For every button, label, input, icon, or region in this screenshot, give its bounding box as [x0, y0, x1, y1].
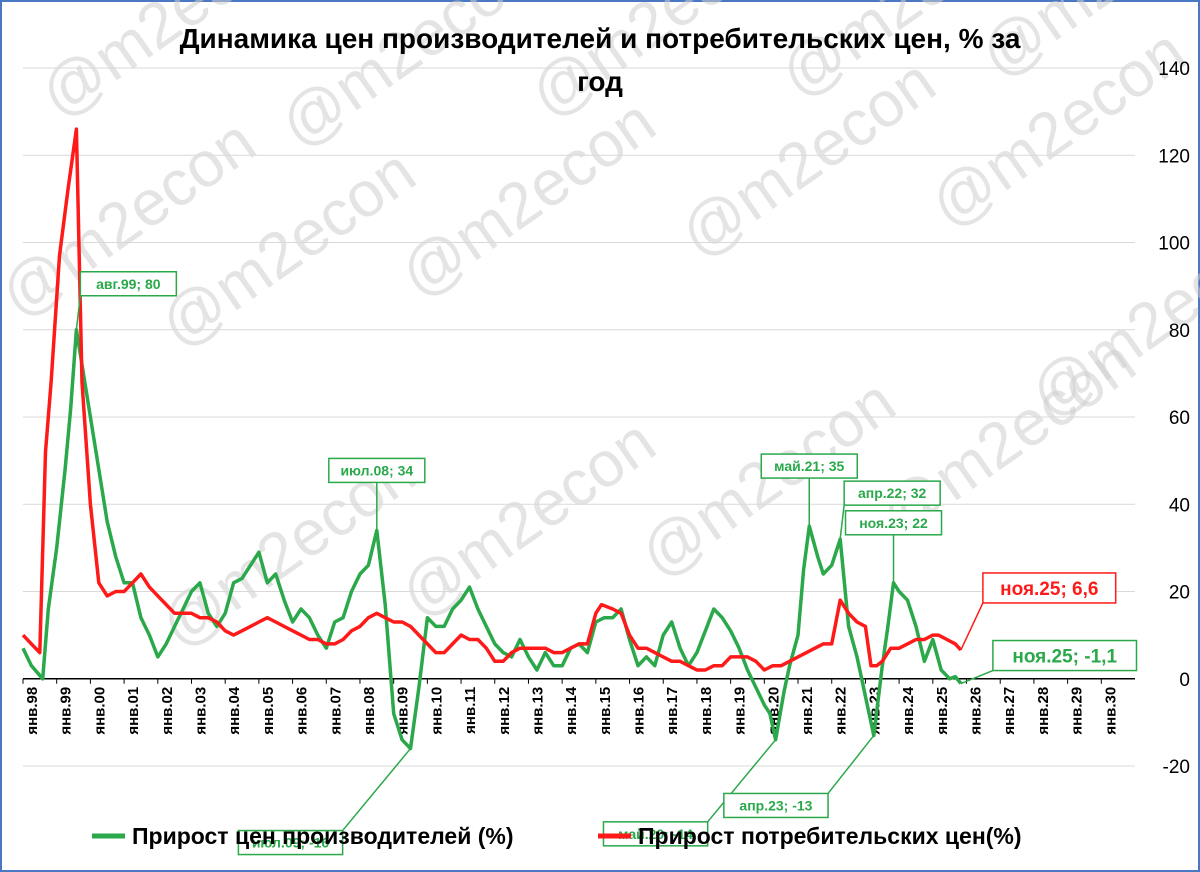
legend-label: Прирост цен производителей (%) — [132, 823, 514, 849]
x-tick-label: янв.22 — [833, 687, 850, 735]
legend: Прирост цен производителей (%) Прирост по… — [92, 823, 1022, 849]
annotation-label: апр.23; -13 — [739, 798, 812, 814]
x-tick-label: янв.01 — [125, 687, 142, 735]
annotation-label: ноя.25; 6,6 — [1000, 579, 1098, 600]
x-tick-label: янв.12 — [496, 687, 513, 735]
y-tick-label: 120 — [1158, 146, 1190, 167]
x-tick-label: янв.19 — [732, 687, 749, 735]
x-tick-label: янв.15 — [597, 687, 614, 735]
annotation-label: ноя.25; -1,1 — [1012, 646, 1117, 667]
legend-item: Прирост потребительских цен(%) — [598, 823, 1022, 849]
x-tick-label: янв.13 — [529, 687, 546, 735]
annotation-box — [760, 453, 859, 479]
x-tick-label: янв.26 — [968, 687, 985, 735]
series-line-producer-prices — [21, 328, 963, 751]
annotation-box — [843, 480, 941, 506]
x-tick-label: янв.10 — [428, 687, 445, 735]
x-tick-label: янв.00 — [91, 687, 108, 735]
x-tick-label: янв.21 — [799, 687, 816, 735]
x-tick-label: янв.02 — [159, 687, 176, 735]
annotation-leader-line — [839, 505, 845, 540]
x-tick-label: янв.07 — [327, 687, 344, 735]
y-tick-label: 0 — [1179, 670, 1190, 691]
annotation-callout: апр.22; 32 — [839, 480, 941, 540]
legend-label: Прирост потребительских цен(%) — [638, 823, 1022, 849]
legend-item: Прирост цен производителей (%) — [92, 823, 514, 849]
chart-title-line2: год — [577, 66, 623, 97]
y-tick-label: 140 — [1158, 59, 1190, 80]
annotation-box — [328, 457, 426, 484]
annotation-callout: май.21; 35 — [760, 453, 859, 527]
annotation-label: ноя.23; 22 — [859, 515, 928, 531]
x-tick-label: янв.05 — [260, 687, 277, 735]
annotation-leader-line — [707, 739, 777, 823]
annotation-box — [723, 792, 829, 819]
x-tick-label: янв.24 — [900, 686, 917, 735]
x-tick-label: янв.06 — [294, 687, 311, 735]
x-tick-label: янв.28 — [1035, 687, 1052, 735]
annotation-callout: апр.23; -13 — [723, 734, 875, 819]
y-tick-label: 100 — [1158, 234, 1190, 255]
annotation-label: июл.09; -16 — [252, 835, 330, 851]
annotation-leader-line — [75, 295, 82, 330]
annotation-box — [844, 510, 943, 536]
x-tick-label: янв.09 — [395, 687, 412, 735]
x-axis-ticks: янв.98 янв.99 янв.00 янв.01 янв.02 янв.03 янв.… — [22, 678, 1119, 735]
annotation-label: апр.22; 32 — [858, 485, 927, 501]
x-tick-label: янв.14 — [563, 686, 580, 735]
y-tick-label: 40 — [1169, 495, 1190, 516]
series-line-consumer-prices — [21, 127, 963, 672]
watermark-text: @m2econ — [387, 405, 668, 632]
annotation-label: май.21; 35 — [774, 458, 844, 474]
annotation-leader-line — [960, 669, 994, 685]
annotation-box — [237, 829, 344, 856]
annotation-box — [982, 572, 1117, 604]
annotation-leader-line — [827, 734, 875, 794]
x-tick-label: янв.18 — [698, 687, 715, 735]
y-tick-label: 60 — [1169, 408, 1190, 429]
watermark-text: @m2econ — [517, 0, 798, 131]
y-tick-label: -20 — [1163, 757, 1190, 778]
annotation-callout: июл.08; 34 — [328, 457, 426, 531]
x-tick-label: янв.30 — [1102, 687, 1119, 735]
annotation-callout: авг.99; 80 — [75, 271, 178, 330]
watermark-text: @m2econ — [27, 0, 308, 131]
x-tick-label: янв.11 — [462, 687, 479, 734]
y-tick-label: 20 — [1169, 583, 1190, 604]
x-tick-label: янв.27 — [1001, 687, 1018, 735]
x-tick-label: янв.98 — [24, 687, 41, 735]
x-tick-label: янв.03 — [192, 687, 209, 735]
x-tick-label: янв.16 — [631, 687, 648, 735]
x-tick-label: янв.29 — [1069, 687, 1086, 735]
annotation-label: авг.99; 80 — [96, 276, 161, 292]
annotation-leader-line — [342, 748, 412, 832]
chart-title-line1: Динамика цен производителей и потребител… — [180, 23, 1021, 54]
x-tick-label: янв.99 — [58, 687, 75, 735]
y-tick-label: 80 — [1169, 321, 1190, 342]
x-tick-label: янв.04 — [226, 686, 243, 735]
annotation-label: июл.08; 34 — [340, 462, 413, 478]
annotation-callout: ноя.25; -1,1 — [960, 639, 1138, 685]
x-tick-label: янв.08 — [361, 687, 378, 735]
y-axis-ticks: -20 0 20 40 60 80 100 120 140 — [1158, 59, 1190, 778]
annotation-box — [992, 639, 1138, 672]
annotation-label: май.20; -14 — [618, 826, 693, 842]
annotations: авг.99; 80 июл.08; 34 июл.09; -16 май.20; -… — [75, 271, 1138, 856]
annotation-callout: ноя.25; 6,6 — [960, 572, 1117, 651]
annotation-box — [79, 271, 178, 297]
annotation-callout: ноя.23; 22 — [844, 510, 943, 583]
annotation-leader-line — [960, 602, 984, 651]
series-lines — [21, 127, 963, 751]
watermarks: @m2econ@m2econ@m2econ@m2econ@m2econ@m2ec… — [0, 0, 1200, 661]
x-tick-label: янв.25 — [934, 687, 951, 735]
watermark-text: @m2econ — [387, 85, 668, 312]
x-tick-label: янв.17 — [664, 687, 681, 735]
annotation-callout: июл.09; -16 — [237, 748, 412, 856]
